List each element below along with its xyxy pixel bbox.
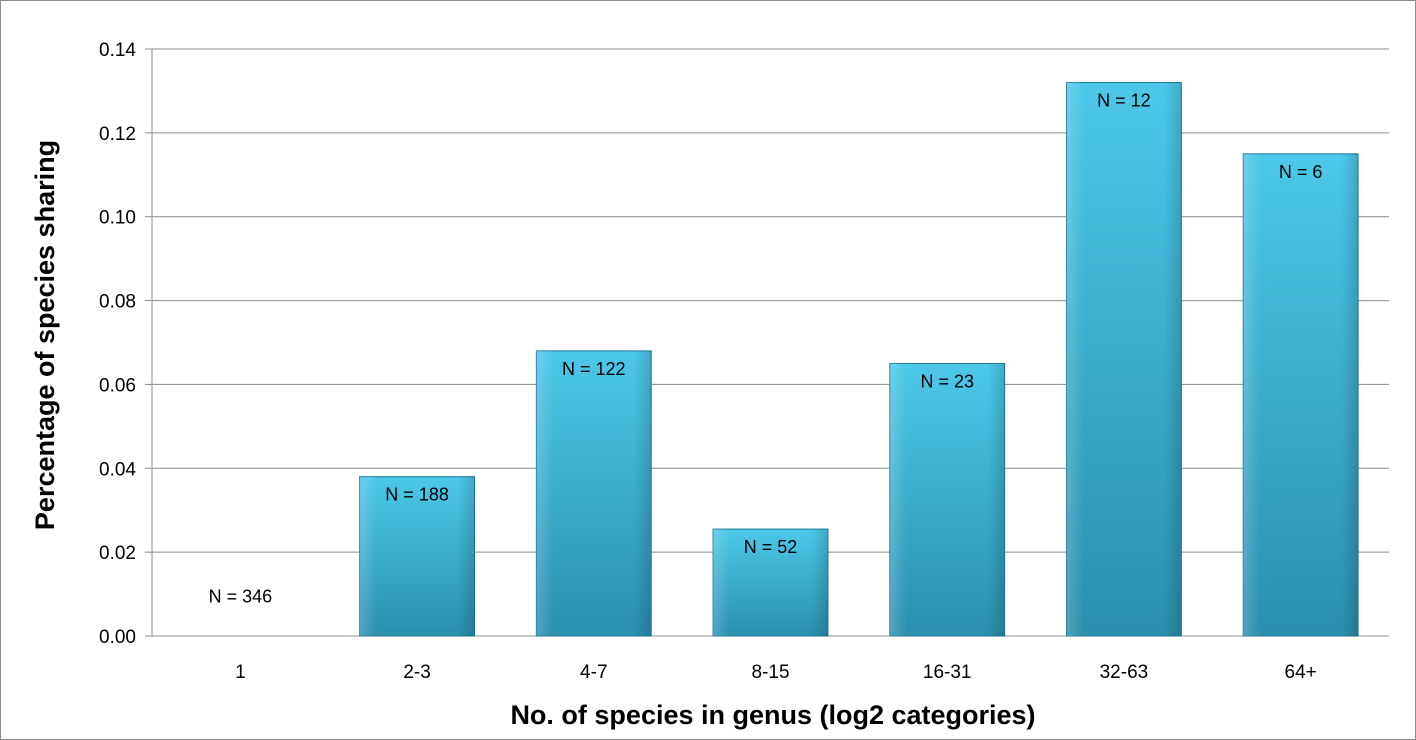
- x-tick-label: 16-31: [923, 662, 972, 683]
- data-labels: N = 346 N = 188 N = 122 N = 52 N = 23 N = 12 N…: [209, 91, 1323, 607]
- gridlines: [151, 48, 1389, 637]
- y-tick-label: 0.12: [99, 124, 136, 145]
- data-label: N = 346: [209, 586, 273, 606]
- data-label: N = 6: [1279, 162, 1323, 182]
- x-axis-title: No. of species in genus (log2 categories…: [510, 700, 1035, 730]
- bar-shading: [889, 363, 1005, 636]
- bar-shading: [359, 476, 475, 636]
- y-axis-title: Percentage of species sharing: [30, 140, 60, 530]
- data-label: N = 52: [744, 537, 798, 557]
- x-axis-ticks: 1 2-3 4-7 8-15 16-31 32-63 64+: [235, 662, 1317, 683]
- y-tick-label: 0.06: [99, 375, 136, 396]
- x-tick-label: 32-63: [1100, 662, 1149, 683]
- data-label: N = 122: [562, 359, 626, 379]
- y-tick-label: 0.10: [99, 208, 136, 229]
- y-tick-label: 0.02: [99, 543, 136, 564]
- x-tick-label: 2-3: [403, 662, 430, 683]
- bar-shading: [1243, 153, 1359, 637]
- bar-shading: [536, 350, 652, 636]
- x-tick-label: 8-15: [751, 662, 789, 683]
- data-label: N = 12: [1097, 91, 1151, 111]
- bars: [359, 82, 1359, 637]
- y-tick-label: 0.00: [99, 627, 136, 648]
- bar-shading: [1066, 82, 1182, 637]
- y-axis-ticks: 0.00 0.02 0.04 0.06 0.08 0.10 0.12 0.14: [99, 40, 152, 648]
- x-tick-label: 4-7: [580, 662, 607, 683]
- y-tick-label: 0.04: [99, 459, 136, 480]
- x-tick-label: 1: [235, 662, 246, 683]
- data-label: N = 23: [920, 371, 974, 391]
- bar-shading: [713, 529, 828, 636]
- data-label: N = 188: [385, 485, 449, 505]
- y-tick-label: 0.08: [99, 292, 136, 313]
- y-tick-label: 0.14: [99, 40, 136, 61]
- x-tick-label: 64+: [1285, 662, 1317, 683]
